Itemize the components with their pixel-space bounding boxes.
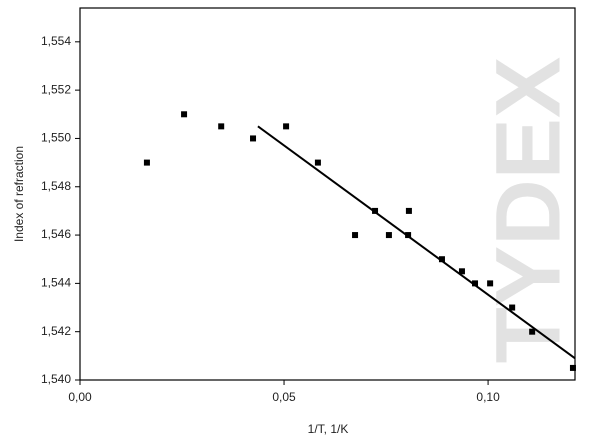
y-tick-label: 1,540 xyxy=(41,372,71,386)
y-tick-label: 1,548 xyxy=(41,179,71,193)
y-axis-title: Index of refraction xyxy=(12,146,26,242)
x-axis-title: 1/T, 1/K xyxy=(308,422,349,436)
point xyxy=(385,232,392,239)
point xyxy=(458,268,465,275)
point xyxy=(143,159,150,166)
point xyxy=(250,135,257,142)
x-tick-label: 0,05 xyxy=(272,390,296,404)
y-tick-label: 1,552 xyxy=(41,82,71,96)
fit-line xyxy=(257,125,576,360)
point xyxy=(352,232,359,239)
point xyxy=(405,207,412,214)
point xyxy=(487,280,494,287)
plot-frame xyxy=(79,7,576,381)
point xyxy=(472,280,479,287)
y-tick-label: 1,554 xyxy=(41,34,71,48)
point xyxy=(218,123,225,130)
x-tick-label: 0,00 xyxy=(68,390,92,404)
point xyxy=(181,111,188,118)
point xyxy=(569,364,576,371)
watermark: TYDEX xyxy=(477,57,579,364)
y-tick-label: 1,544 xyxy=(41,276,71,290)
point xyxy=(529,328,536,335)
y-tick-label: 1,550 xyxy=(41,131,71,145)
y-tick-label: 1,542 xyxy=(41,324,71,338)
point xyxy=(438,256,445,263)
point xyxy=(283,123,290,130)
y-tick-label: 1,546 xyxy=(41,227,71,241)
x-tick-label: 0,10 xyxy=(476,390,500,404)
point xyxy=(314,159,321,166)
point xyxy=(509,304,516,311)
